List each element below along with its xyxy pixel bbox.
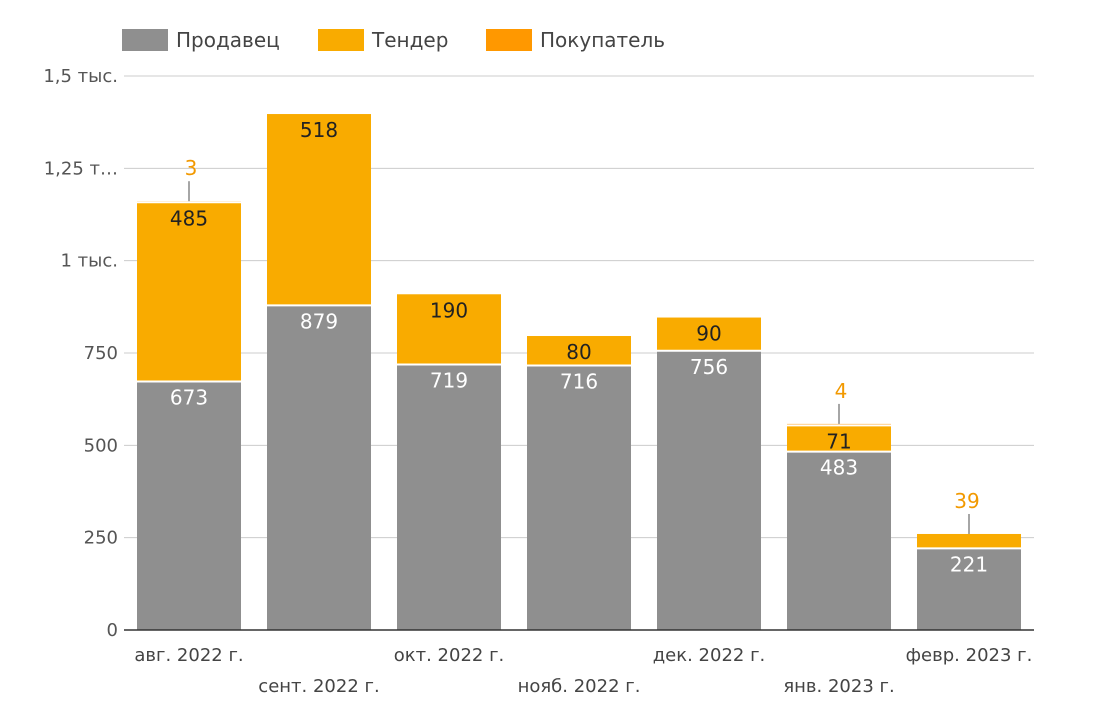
bar-segment bbox=[397, 364, 501, 630]
y-tick-label: 750 bbox=[84, 343, 118, 364]
bar-value-label: 673 bbox=[170, 385, 208, 409]
bar-value-label: 756 bbox=[690, 355, 728, 379]
bar-value-label: 483 bbox=[820, 456, 858, 480]
y-tick-label: 500 bbox=[84, 435, 118, 456]
y-axis: 0 250 500 750 1 тыс. 1,25 т… 1,5 тыс. bbox=[43, 66, 118, 641]
bar-value-label: 90 bbox=[696, 322, 721, 346]
x-tick-label: янв. 2023 г. bbox=[783, 676, 894, 697]
x-tick-label: сент. 2022 г. bbox=[258, 676, 379, 697]
x-tick-label: авг. 2022 г. bbox=[134, 645, 243, 666]
bar-segment bbox=[657, 317, 761, 351]
bar-segment bbox=[527, 365, 631, 630]
bar-segment bbox=[397, 294, 501, 365]
legend-label: Тендер bbox=[371, 28, 448, 52]
legend-swatch bbox=[122, 29, 168, 51]
bar-segment bbox=[267, 114, 371, 306]
bar-segment bbox=[137, 381, 241, 630]
bar-value-label: 518 bbox=[300, 118, 338, 142]
legend-swatch bbox=[486, 29, 532, 51]
bar-value-label-outside: 4 bbox=[835, 379, 848, 403]
y-tick-label: 1,25 т… bbox=[44, 158, 118, 179]
bars bbox=[137, 114, 1021, 630]
bar-segment bbox=[657, 350, 761, 630]
bar-segment bbox=[137, 202, 241, 382]
x-tick-label: февр. 2023 г. bbox=[906, 645, 1033, 666]
bar-value-label: 71 bbox=[826, 429, 851, 453]
x-tick-label: нояб. 2022 г. bbox=[518, 676, 641, 697]
bar-value-label: 879 bbox=[300, 309, 338, 333]
legend: Продавец Тендер Покупатель bbox=[122, 28, 665, 52]
bar-value-label: 485 bbox=[170, 206, 208, 230]
bar-value-label: 190 bbox=[430, 298, 468, 322]
y-tick-label: 0 bbox=[107, 620, 118, 641]
bar-value-label: 719 bbox=[430, 368, 468, 392]
bar-value-label-outside: 39 bbox=[954, 489, 979, 513]
bar-value-label: 80 bbox=[566, 340, 591, 364]
bar-segment bbox=[527, 336, 631, 366]
bar-segment bbox=[917, 548, 1021, 630]
bar-segment bbox=[917, 533, 1021, 549]
bar-value-label-outside: 3 bbox=[185, 156, 198, 180]
bar-value-label: 716 bbox=[560, 370, 598, 394]
data-labels: 673 879 719 716 756 483 221 485 518 190 80 90 71 39 3 4 bbox=[170, 118, 988, 576]
y-tick-label: 250 bbox=[84, 528, 118, 549]
legend-label: Продавец bbox=[176, 28, 280, 52]
y-tick-label: 1,5 тыс. bbox=[43, 66, 118, 87]
bar-value-label: 221 bbox=[950, 552, 988, 576]
x-tick-label: окт. 2022 г. bbox=[394, 645, 505, 666]
bar-segment bbox=[787, 425, 891, 452]
legend-label: Покупатель bbox=[540, 28, 665, 52]
x-axis: авг. 2022 г. сент. 2022 г. окт. 2022 г. ноя… bbox=[124, 629, 1034, 697]
y-tick-label: 1 тыс. bbox=[61, 251, 119, 272]
bar-segment bbox=[267, 305, 371, 630]
legend-swatch bbox=[318, 29, 364, 51]
x-tick-label: дек. 2022 г. bbox=[653, 645, 766, 666]
bar-segment bbox=[787, 451, 891, 630]
